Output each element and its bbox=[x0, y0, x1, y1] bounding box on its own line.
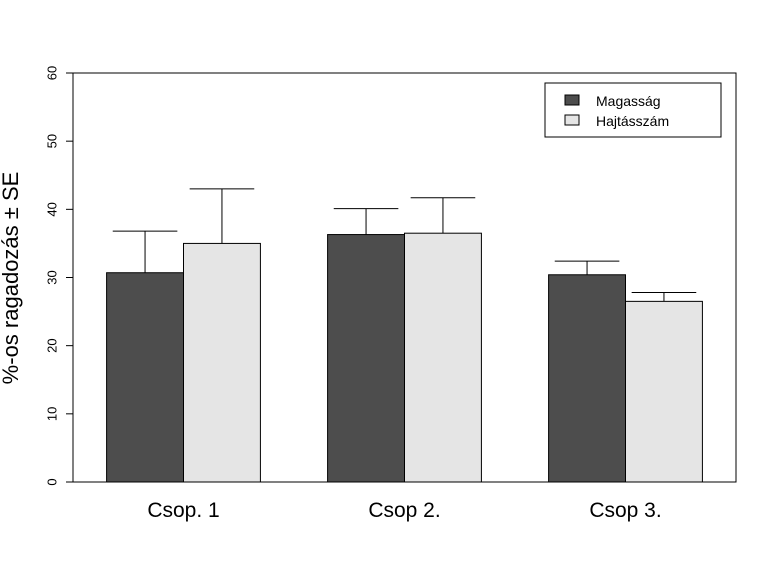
legend-label-magassag: Magasság bbox=[596, 93, 661, 109]
legend-box bbox=[544, 82, 722, 138]
bar-Magasság-Csop. 1 bbox=[106, 272, 184, 483]
bar-Magasság-Csop 2. bbox=[327, 234, 406, 483]
category-labels: Csop. 1 Csop 2. Csop 3. bbox=[147, 499, 661, 522]
category-label: Csop 2. bbox=[368, 499, 440, 522]
legend: Magasság Hajtásszám bbox=[544, 82, 722, 138]
y-tick-label: 20 bbox=[45, 338, 60, 352]
bars-group bbox=[106, 188, 703, 483]
y-tick-label: 40 bbox=[45, 202, 60, 216]
bar-Hajtásszám-Csop 2. bbox=[404, 232, 482, 483]
category-label: Csop 3. bbox=[589, 499, 661, 522]
bar-Magasság-Csop 3. bbox=[548, 274, 626, 483]
bar-Hajtásszám-Csop 3. bbox=[625, 300, 703, 483]
y-axis: 0 10 20 30 40 50 60 bbox=[45, 66, 74, 486]
y-axis-title: %-os ragadozás ± SE bbox=[0, 172, 23, 385]
y-tick-label: 30 bbox=[45, 270, 60, 284]
legend-label-hajtasszam: Hajtásszám bbox=[596, 113, 669, 129]
y-tick-label: 60 bbox=[45, 66, 60, 80]
legend-swatch-hajtasszam bbox=[564, 114, 580, 126]
bar-Hajtásszám-Csop. 1 bbox=[183, 242, 261, 483]
legend-swatch-magassag bbox=[564, 94, 580, 106]
y-tick-label: 0 bbox=[45, 478, 60, 485]
y-tick-label: 10 bbox=[45, 407, 60, 421]
category-label: Csop. 1 bbox=[147, 499, 219, 522]
y-tick-label: 50 bbox=[45, 134, 60, 148]
